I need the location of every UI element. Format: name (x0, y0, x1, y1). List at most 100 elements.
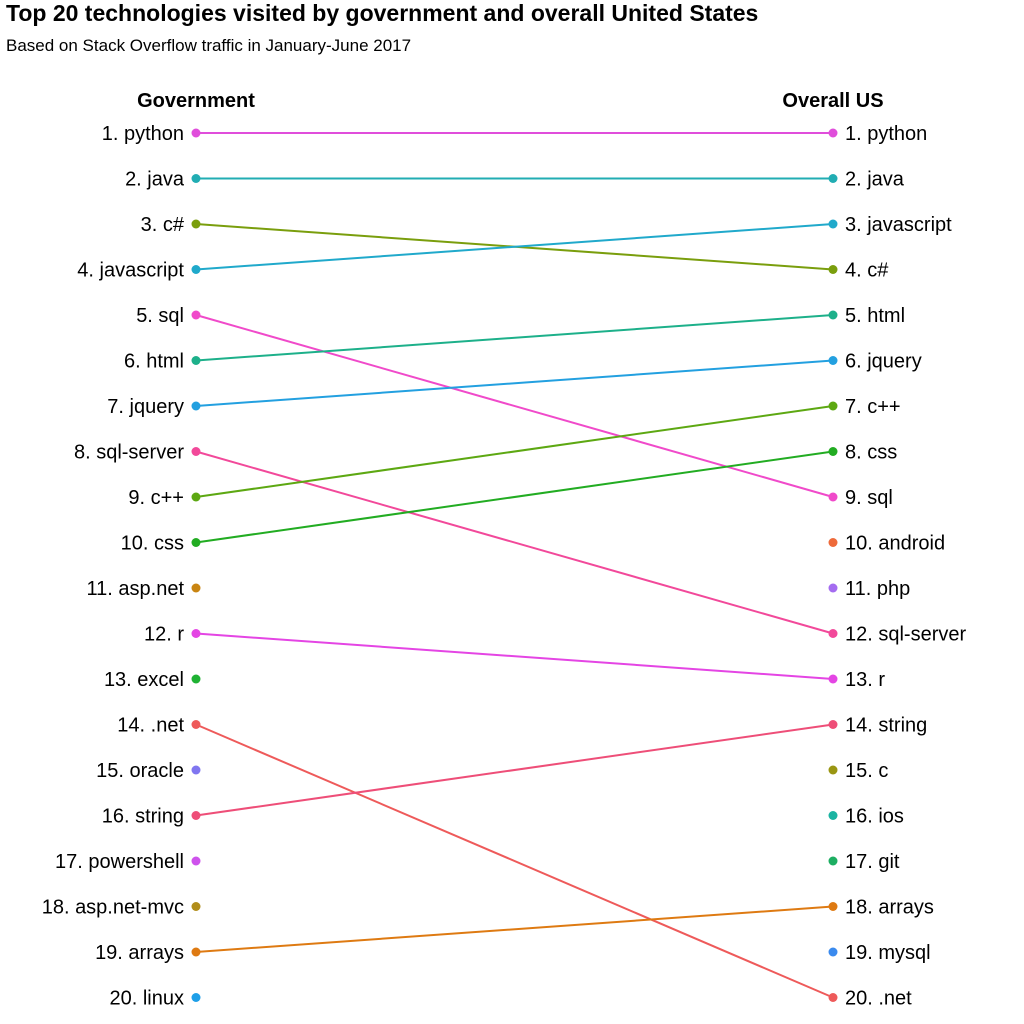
right-point-arrays (828, 902, 838, 911)
connector-line-.net (195, 723, 834, 999)
connector-line-css (195, 450, 834, 544)
left-point-powershell (191, 856, 201, 866)
right-point-sql (828, 492, 838, 502)
left-rank-label: 10. css (121, 533, 184, 555)
right-point-android (828, 538, 838, 547)
right-point-.net (828, 993, 838, 1002)
left-point-.net (191, 720, 201, 729)
connector-lines (195, 132, 834, 999)
left-point-html (191, 356, 201, 365)
left-rank-label: 13. excel (104, 669, 184, 691)
left-point-oracle (191, 765, 201, 775)
left-rank-label: 1. python (102, 123, 184, 145)
right-rank-label: 15. c (845, 760, 888, 782)
right-rank-label: 14. string (845, 715, 927, 737)
right-point-javascript (828, 219, 838, 229)
left-rank-label: 8. sql-server (74, 442, 184, 464)
right-point-python (828, 128, 838, 138)
connector-line-arrays (195, 905, 834, 953)
left-rank-label: 11. asp.net (87, 578, 185, 600)
connector-line-string (195, 723, 834, 817)
connector-line-sql (195, 314, 834, 498)
left-rank-label: 2. java (125, 169, 185, 191)
right-point-jquery (828, 356, 838, 365)
left-rank-label: 12. r (144, 624, 184, 646)
left-point-asp.net (191, 583, 201, 593)
left-rank-label: 14. .net (117, 715, 184, 737)
left-point-java (191, 174, 201, 183)
connector-line-html (195, 314, 834, 362)
right-rank-label: 12. sql-server (845, 624, 966, 646)
chart-title: Top 20 technologies visited by governmen… (6, 0, 759, 26)
left-rank-label: 17. powershell (55, 851, 184, 873)
right-rank-label: 4. c# (845, 260, 889, 282)
right-rank-label: 19. mysql (845, 942, 931, 964)
left-rank-label: 9. c++ (128, 487, 184, 509)
right-rank-label: 13. r (845, 669, 885, 691)
right-point-string (828, 720, 838, 729)
left-rank-label: 7. jquery (107, 396, 184, 418)
left-rank-label: 16. string (102, 806, 184, 828)
right-point-c++ (828, 401, 838, 411)
left-point-css (191, 538, 201, 547)
right-rank-label: 20. .net (845, 988, 912, 1010)
rank-labels: 1. python 2. java 3. c# 4. javascript 5. sql… (42, 123, 967, 1010)
connector-line-javascript (195, 223, 834, 271)
right-rank-label: 2. java (845, 169, 905, 191)
left-point-sql-server (191, 447, 201, 456)
right-point-git (828, 856, 838, 866)
connector-line-c++ (195, 405, 834, 498)
connector-line-sql-server (195, 450, 834, 635)
right-rank-label: 17. git (845, 851, 900, 873)
left-point-c++ (191, 492, 201, 502)
left-point-jquery (191, 401, 201, 411)
connector-line-r (195, 632, 834, 680)
right-rank-label: 6. jquery (845, 351, 922, 373)
left-rank-label: 19. arrays (95, 942, 184, 964)
left-point-sql (191, 310, 201, 320)
right-rank-label: 1. python (845, 123, 927, 145)
right-point-r (828, 674, 838, 684)
left-point-arrays (191, 947, 201, 957)
right-rank-label: 11. php (845, 578, 910, 600)
right-point-mysql (828, 947, 838, 957)
right-rank-label: 16. ios (845, 806, 904, 828)
right-rank-label: 18. arrays (845, 897, 934, 919)
right-column-header: Overall US (782, 90, 883, 112)
chart-subtitle: Based on Stack Overflow traffic in Janua… (6, 36, 412, 55)
rank-points (191, 128, 838, 1002)
right-point-java (828, 174, 838, 183)
right-rank-label: 8. css (845, 442, 897, 464)
right-rank-label: 3. javascript (845, 214, 952, 236)
left-point-linux (191, 993, 201, 1002)
left-point-c# (191, 219, 201, 229)
left-rank-label: 3. c# (141, 214, 185, 236)
right-point-c# (828, 265, 838, 274)
left-point-string (191, 811, 201, 820)
left-point-javascript (191, 265, 201, 274)
right-point-sql-server (828, 629, 838, 638)
left-rank-label: 6. html (124, 351, 184, 373)
right-point-php (828, 583, 838, 593)
right-rank-label: 7. c++ (845, 396, 901, 418)
connector-line-jquery (195, 359, 834, 407)
left-rank-label: 5. sql (136, 305, 184, 327)
left-column-header: Government (137, 90, 255, 112)
left-rank-label: 20. linux (110, 988, 185, 1010)
left-point-excel (191, 674, 201, 684)
right-rank-label: 9. sql (845, 487, 893, 509)
left-rank-label: 4. javascript (77, 260, 184, 282)
left-rank-label: 18. asp.net-mvc (42, 897, 184, 919)
right-rank-label: 10. android (845, 533, 945, 555)
right-point-c (828, 765, 838, 775)
left-point-r (191, 629, 201, 638)
right-point-ios (828, 811, 838, 820)
left-point-python (191, 128, 201, 138)
left-rank-label: 15. oracle (96, 760, 184, 782)
right-point-html (828, 310, 838, 320)
left-point-asp.net-mvc (191, 902, 201, 911)
right-rank-label: 5. html (845, 305, 905, 327)
right-point-css (828, 447, 838, 456)
